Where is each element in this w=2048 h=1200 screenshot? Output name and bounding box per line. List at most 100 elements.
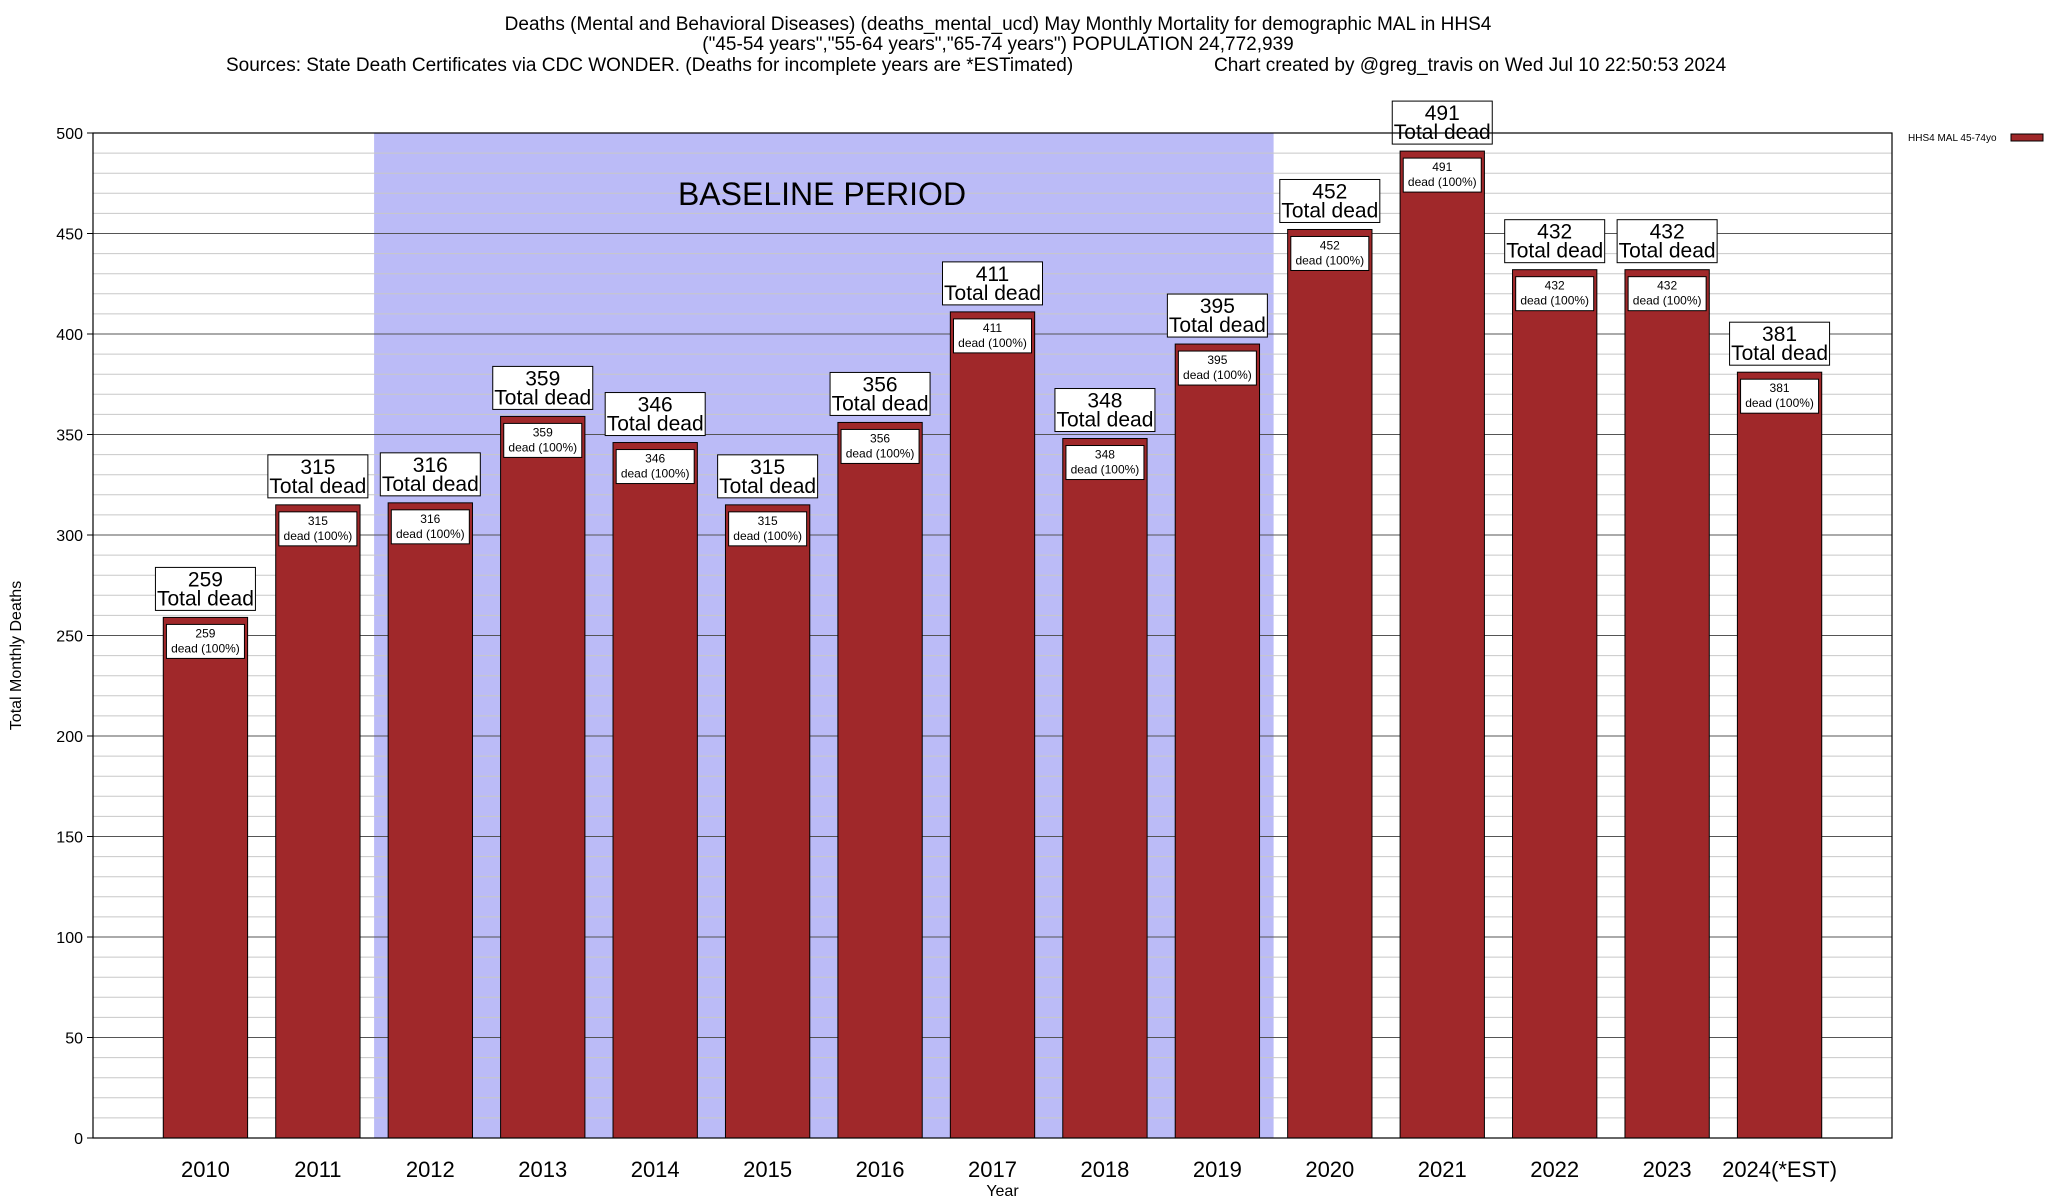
inner-dead-label: dead (100%)	[621, 467, 690, 481]
inner-dead-label: dead (100%)	[1408, 175, 1477, 189]
x-tick-label: 2018	[1080, 1157, 1129, 1182]
inner-label-box	[728, 511, 808, 547]
outer-label-box	[1166, 293, 1268, 338]
bar-value-label: 432	[1650, 221, 1685, 244]
bar-2010	[162, 616, 249, 1139]
inner-value-label: 315	[308, 514, 328, 528]
bar-2022	[1512, 269, 1598, 1139]
inner-label-box	[1627, 276, 1707, 312]
outer-label-box	[942, 261, 1043, 306]
bar-total-dead-label: Total dead	[719, 475, 816, 498]
bar-total-dead-label: Total dead	[944, 282, 1041, 305]
bar-2011	[275, 504, 361, 1139]
bar-total-dead-label: Total dead	[1619, 240, 1716, 263]
bar-total-dead-label: Total dead	[1056, 409, 1153, 432]
chart-title-line-3-sources: Sources: State Death Certificates via CD…	[226, 55, 1073, 76]
outer-label-box	[154, 566, 256, 611]
bar-value-label: 315	[750, 456, 785, 479]
bar-2012	[387, 502, 473, 1139]
bar-2019	[1174, 343, 1261, 1139]
inner-dead-label: dead (100%)	[733, 529, 802, 543]
x-tick-label: 2013	[518, 1157, 567, 1182]
bar-value-label: 259	[188, 568, 223, 591]
bar-value-label: 395	[1200, 295, 1235, 318]
inner-label-box	[1402, 157, 1482, 193]
inner-label-box	[278, 511, 358, 547]
x-tick-label: 2024(*EST)	[1722, 1157, 1837, 1182]
bar-value-label: 491	[1425, 102, 1460, 125]
bar-2021	[1399, 150, 1485, 1139]
outer-label-box	[1504, 219, 1606, 264]
y-tick-label: 300	[56, 528, 83, 545]
x-tick-label: 2022	[1530, 1157, 1579, 1182]
inner-label-box	[1740, 378, 1820, 414]
inner-value-label: 315	[758, 514, 778, 528]
inner-value-label: 359	[533, 425, 553, 439]
x-tick-label: 2012	[406, 1157, 455, 1182]
bar-2014	[612, 442, 698, 1139]
bar-value-label: 432	[1537, 221, 1572, 244]
x-tick-label: 2015	[743, 1157, 792, 1182]
x-tick-label: 2016	[856, 1157, 905, 1182]
plot-area: 0 50 100 150 200 250 300 350 400 450 500 BASELINE P…	[8, 100, 2044, 1200]
inner-dead-label: dead (100%)	[1183, 368, 1252, 382]
chart-title-group: Deaths (Mental and Behavioral Diseases) …	[226, 14, 1727, 76]
legend-swatch	[2010, 133, 2044, 142]
bar-value-label: 452	[1312, 180, 1347, 203]
inner-value-label: 356	[870, 431, 890, 445]
inner-value-label: 381	[1770, 381, 1790, 395]
bar-value-label: 359	[525, 367, 560, 390]
inner-dead-label: dead (100%)	[396, 527, 465, 541]
inner-dead-label: dead (100%)	[171, 641, 240, 655]
bar-total-dead-label: Total dead	[1169, 314, 1266, 337]
bar-value-label: 411	[976, 263, 1009, 286]
outer-label-box	[492, 365, 594, 410]
inner-label-box	[1515, 276, 1595, 312]
inner-value-label: 432	[1657, 279, 1677, 293]
inner-dead-label: dead (100%)	[958, 336, 1027, 350]
y-tick-label: 50	[65, 1031, 83, 1048]
y-tick-label: 400	[56, 327, 83, 344]
bar-value-label: 356	[863, 373, 898, 396]
outer-label-box	[604, 392, 706, 437]
bar-2017	[949, 311, 1036, 1139]
outer-label-box	[1054, 388, 1156, 433]
bar-total-dead-label: Total dead	[382, 473, 479, 496]
x-tick-label: 2011	[294, 1157, 341, 1182]
legend-label: HHS4 MAL 45-74yo	[1908, 133, 1997, 144]
bar-value-label: 346	[638, 394, 673, 417]
bar-2018	[1062, 438, 1148, 1139]
bar-total-dead-label: Total dead	[1281, 199, 1378, 222]
bar-2023	[1624, 269, 1710, 1139]
inner-dead-label: dead (100%)	[1745, 396, 1814, 410]
inner-value-label: 411	[983, 321, 1002, 335]
baseline-period-label: BASELINE PERIOD	[678, 176, 966, 212]
outer-label-box	[1616, 219, 1718, 264]
inner-dead-label: dead (100%)	[508, 440, 577, 454]
inner-value-label: 395	[1207, 353, 1227, 367]
bar-total-dead-label: Total dead	[832, 392, 929, 415]
inner-dead-label: dead (100%)	[1071, 463, 1140, 477]
outer-label-box	[379, 452, 481, 497]
inner-label-box	[615, 449, 695, 485]
y-tick-label: 0	[74, 1131, 83, 1148]
inner-value-label: 316	[420, 512, 440, 526]
outer-label-box	[1729, 321, 1831, 366]
bar-total-dead-label: Total dead	[269, 475, 366, 498]
inner-label-box	[840, 428, 920, 464]
inner-value-label: 259	[195, 626, 215, 640]
bar-total-dead-label: Total dead	[607, 413, 704, 436]
bar-2013	[500, 415, 586, 1139]
y-tick-label: 250	[56, 629, 83, 646]
bar-value-label: 381	[1762, 323, 1797, 346]
bar-2015	[724, 504, 811, 1139]
outer-label-box	[717, 454, 819, 499]
x-tick-label: 2020	[1305, 1157, 1354, 1182]
bar-value-label: 348	[1087, 390, 1122, 413]
bar-value-label: 316	[413, 454, 448, 477]
inner-value-label: 432	[1545, 279, 1565, 293]
outer-label-box	[829, 371, 931, 416]
chart-title-line-2: ("45-54 years","55-64 years","65-74 year…	[702, 34, 1293, 55]
